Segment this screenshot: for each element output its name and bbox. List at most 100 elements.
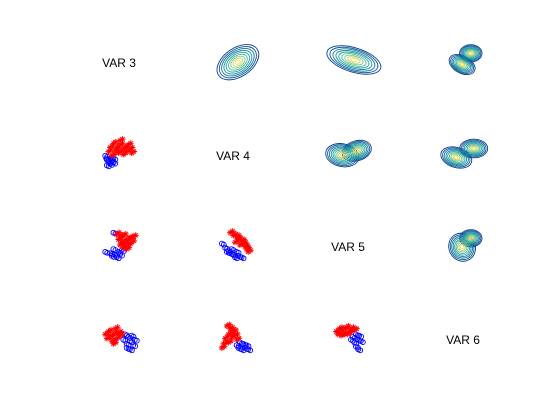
point-class-a-stroke	[115, 146, 121, 152]
point-class-a	[122, 230, 129, 237]
point-class-a-stroke	[131, 238, 137, 244]
contour-line	[469, 236, 473, 240]
point-class-a-stroke	[111, 337, 117, 343]
scatter-cell-r3-c2	[333, 322, 366, 354]
contour-line	[465, 48, 477, 58]
point-class-a-stroke	[221, 343, 227, 349]
contour-line	[335, 50, 373, 70]
point-class-a	[117, 235, 124, 241]
point-class-a	[239, 240, 246, 247]
point-class-a-stroke	[118, 149, 124, 154]
point-class-a-stroke	[225, 334, 231, 340]
point-class-a	[221, 343, 228, 350]
contour-line	[460, 245, 465, 250]
contour-line	[454, 155, 459, 160]
point-class-b	[129, 347, 135, 354]
contour-line	[466, 234, 476, 242]
contour-cell-r0-c2	[326, 45, 382, 75]
point-class-a	[131, 148, 137, 155]
contour-line	[455, 240, 469, 254]
contour-line	[452, 57, 472, 72]
contour-line	[466, 143, 481, 154]
point-class-a-stroke	[354, 326, 360, 332]
contour-line	[228, 53, 248, 71]
diagonal-labels: VAR 3 VAR 4 VAR 5 VAR 6	[102, 56, 480, 347]
contour-line	[460, 139, 487, 158]
point-class-a-stroke	[233, 327, 239, 333]
contour-line	[349, 145, 364, 156]
point-class-a-stroke	[239, 241, 245, 246]
point-class-a-stroke	[111, 151, 117, 157]
contour-cell-r0-c1	[216, 44, 260, 81]
contour-line	[344, 54, 364, 66]
point-class-a	[114, 324, 121, 331]
contour-line	[464, 233, 478, 244]
point-class-a-stroke	[236, 232, 242, 238]
contour-line	[465, 233, 477, 243]
point-class-b	[112, 160, 119, 167]
point-class-a	[131, 237, 137, 244]
point-class-a	[106, 333, 113, 340]
point-class-a-stroke	[341, 331, 347, 337]
contour-line	[329, 46, 379, 74]
point-class-a-stroke	[126, 245, 132, 251]
point-class-a	[114, 145, 121, 152]
scatter-cell-r3-c0	[102, 324, 140, 354]
contour-line	[462, 232, 479, 245]
contour-line	[332, 148, 353, 163]
contour-cell-r2-c3	[448, 229, 483, 262]
contour-line	[460, 62, 465, 67]
point-class-a-stroke	[236, 335, 242, 341]
contour-line	[459, 138, 489, 159]
contour-line	[442, 147, 471, 168]
point-class-a-stroke	[346, 323, 352, 329]
contour-line	[454, 238, 471, 256]
point-class-a	[117, 148, 124, 155]
scatter-cell-r3-c1	[218, 321, 254, 354]
diag-label-var4: VAR 4	[216, 149, 250, 163]
contour-line	[216, 44, 260, 81]
point-class-a	[234, 237, 241, 244]
point-class-a-stroke	[226, 322, 232, 328]
contour-line	[221, 47, 255, 77]
contour-line	[471, 146, 476, 151]
point-class-a	[236, 335, 243, 342]
point-class-a	[353, 325, 360, 332]
contour-line	[461, 46, 480, 61]
contour-line	[458, 61, 466, 68]
point-class-a-stroke	[230, 228, 236, 234]
point-class-a-stroke	[120, 331, 125, 337]
contour-line	[466, 49, 476, 57]
contour-cell-r1-c3	[440, 138, 489, 169]
contour-line	[353, 147, 361, 154]
point-class-a-stroke	[228, 338, 234, 344]
contour-line	[351, 146, 363, 155]
point-class-a-stroke	[116, 230, 122, 236]
contour-line	[341, 53, 367, 67]
point-class-a	[122, 149, 129, 156]
diag-label-var6: VAR 6	[446, 333, 480, 347]
scatter-cell-r1-c0	[102, 136, 137, 170]
point-class-b	[357, 347, 364, 354]
point-class-a	[111, 151, 118, 158]
point-class-a-stroke	[248, 247, 254, 253]
contour-line	[336, 150, 349, 160]
contour-line	[230, 55, 246, 69]
diag-label-var5: VAR 5	[331, 240, 365, 254]
point-class-b	[132, 343, 139, 350]
point-class-a-stroke	[133, 232, 139, 238]
contour-line	[234, 59, 241, 65]
contour-line	[462, 47, 479, 60]
point-class-a	[132, 232, 139, 239]
contour-line	[457, 241, 468, 253]
point-class-a	[112, 138, 119, 145]
point-class-a-stroke	[115, 324, 121, 330]
point-class-a-stroke	[128, 140, 134, 146]
contour-line	[447, 151, 466, 164]
point-class-b	[133, 337, 140, 344]
contour-line	[354, 149, 360, 153]
contour-line	[232, 57, 244, 67]
contour-line	[455, 59, 469, 70]
point-class-a-stroke	[235, 238, 240, 244]
contour-line	[448, 152, 464, 163]
